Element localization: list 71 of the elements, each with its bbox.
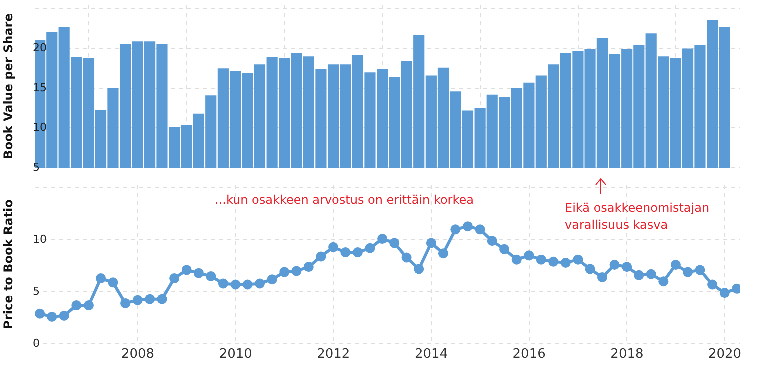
point — [610, 260, 620, 270]
point — [132, 295, 143, 306]
point — [96, 274, 106, 284]
point — [267, 274, 278, 285]
point — [573, 254, 584, 265]
point — [597, 272, 608, 282]
x-tick-label: 2016 — [512, 347, 546, 362]
point — [120, 298, 131, 308]
point — [426, 238, 436, 248]
x-tick-label: 2020 — [708, 347, 742, 362]
x-tick-label: 2010 — [219, 347, 252, 362]
point — [390, 238, 400, 248]
point — [230, 280, 241, 290]
point — [280, 267, 290, 278]
point — [524, 250, 534, 261]
point — [708, 280, 718, 290]
point — [218, 278, 228, 289]
point — [487, 236, 498, 246]
point — [352, 248, 363, 258]
point — [402, 252, 412, 263]
point — [365, 243, 376, 254]
point — [304, 262, 314, 272]
point — [475, 224, 486, 235]
point — [462, 222, 473, 232]
point — [683, 267, 694, 278]
x-tick-label: 2012 — [317, 347, 350, 362]
point — [47, 312, 58, 322]
point — [634, 270, 644, 280]
x-tick-label: 2014 — [415, 347, 448, 362]
point — [242, 280, 253, 290]
y-tick-label: 10 — [33, 232, 47, 246]
point — [536, 254, 546, 265]
point — [585, 264, 596, 274]
point — [646, 269, 656, 280]
point — [378, 234, 388, 244]
point — [340, 248, 351, 258]
point — [720, 288, 730, 298]
x-tick-label: 2018 — [610, 347, 644, 362]
x-tick-label: 2008 — [121, 347, 155, 362]
point — [414, 264, 424, 274]
point — [670, 260, 681, 270]
point — [157, 294, 168, 304]
point — [59, 310, 70, 321]
point — [206, 271, 216, 282]
point — [35, 308, 46, 319]
point — [72, 300, 82, 311]
point — [194, 268, 204, 278]
y-axis-title: Price to Book Ratio — [1, 200, 16, 330]
point — [255, 278, 265, 289]
point — [108, 278, 118, 288]
point — [500, 244, 510, 254]
y-tick-label: 0 — [33, 336, 40, 350]
point — [182, 265, 192, 276]
point — [450, 224, 461, 235]
y-tick-label: 5 — [33, 284, 40, 298]
point — [292, 266, 302, 276]
annotation: ...kun osakkeen arvostus on erittäin korkea — [215, 192, 474, 209]
point — [512, 254, 522, 265]
point — [438, 248, 448, 259]
annotation: Eikä osakkeenomistajan varallisuus kasva — [565, 200, 710, 234]
point — [658, 276, 669, 287]
point — [316, 252, 326, 262]
point — [170, 274, 180, 284]
point — [622, 262, 632, 272]
y-axis-title: Book Value per Share — [1, 14, 16, 160]
point — [548, 256, 559, 267]
point — [145, 294, 156, 304]
point — [328, 242, 339, 252]
point — [560, 258, 571, 268]
point — [84, 300, 94, 311]
point — [695, 265, 706, 276]
